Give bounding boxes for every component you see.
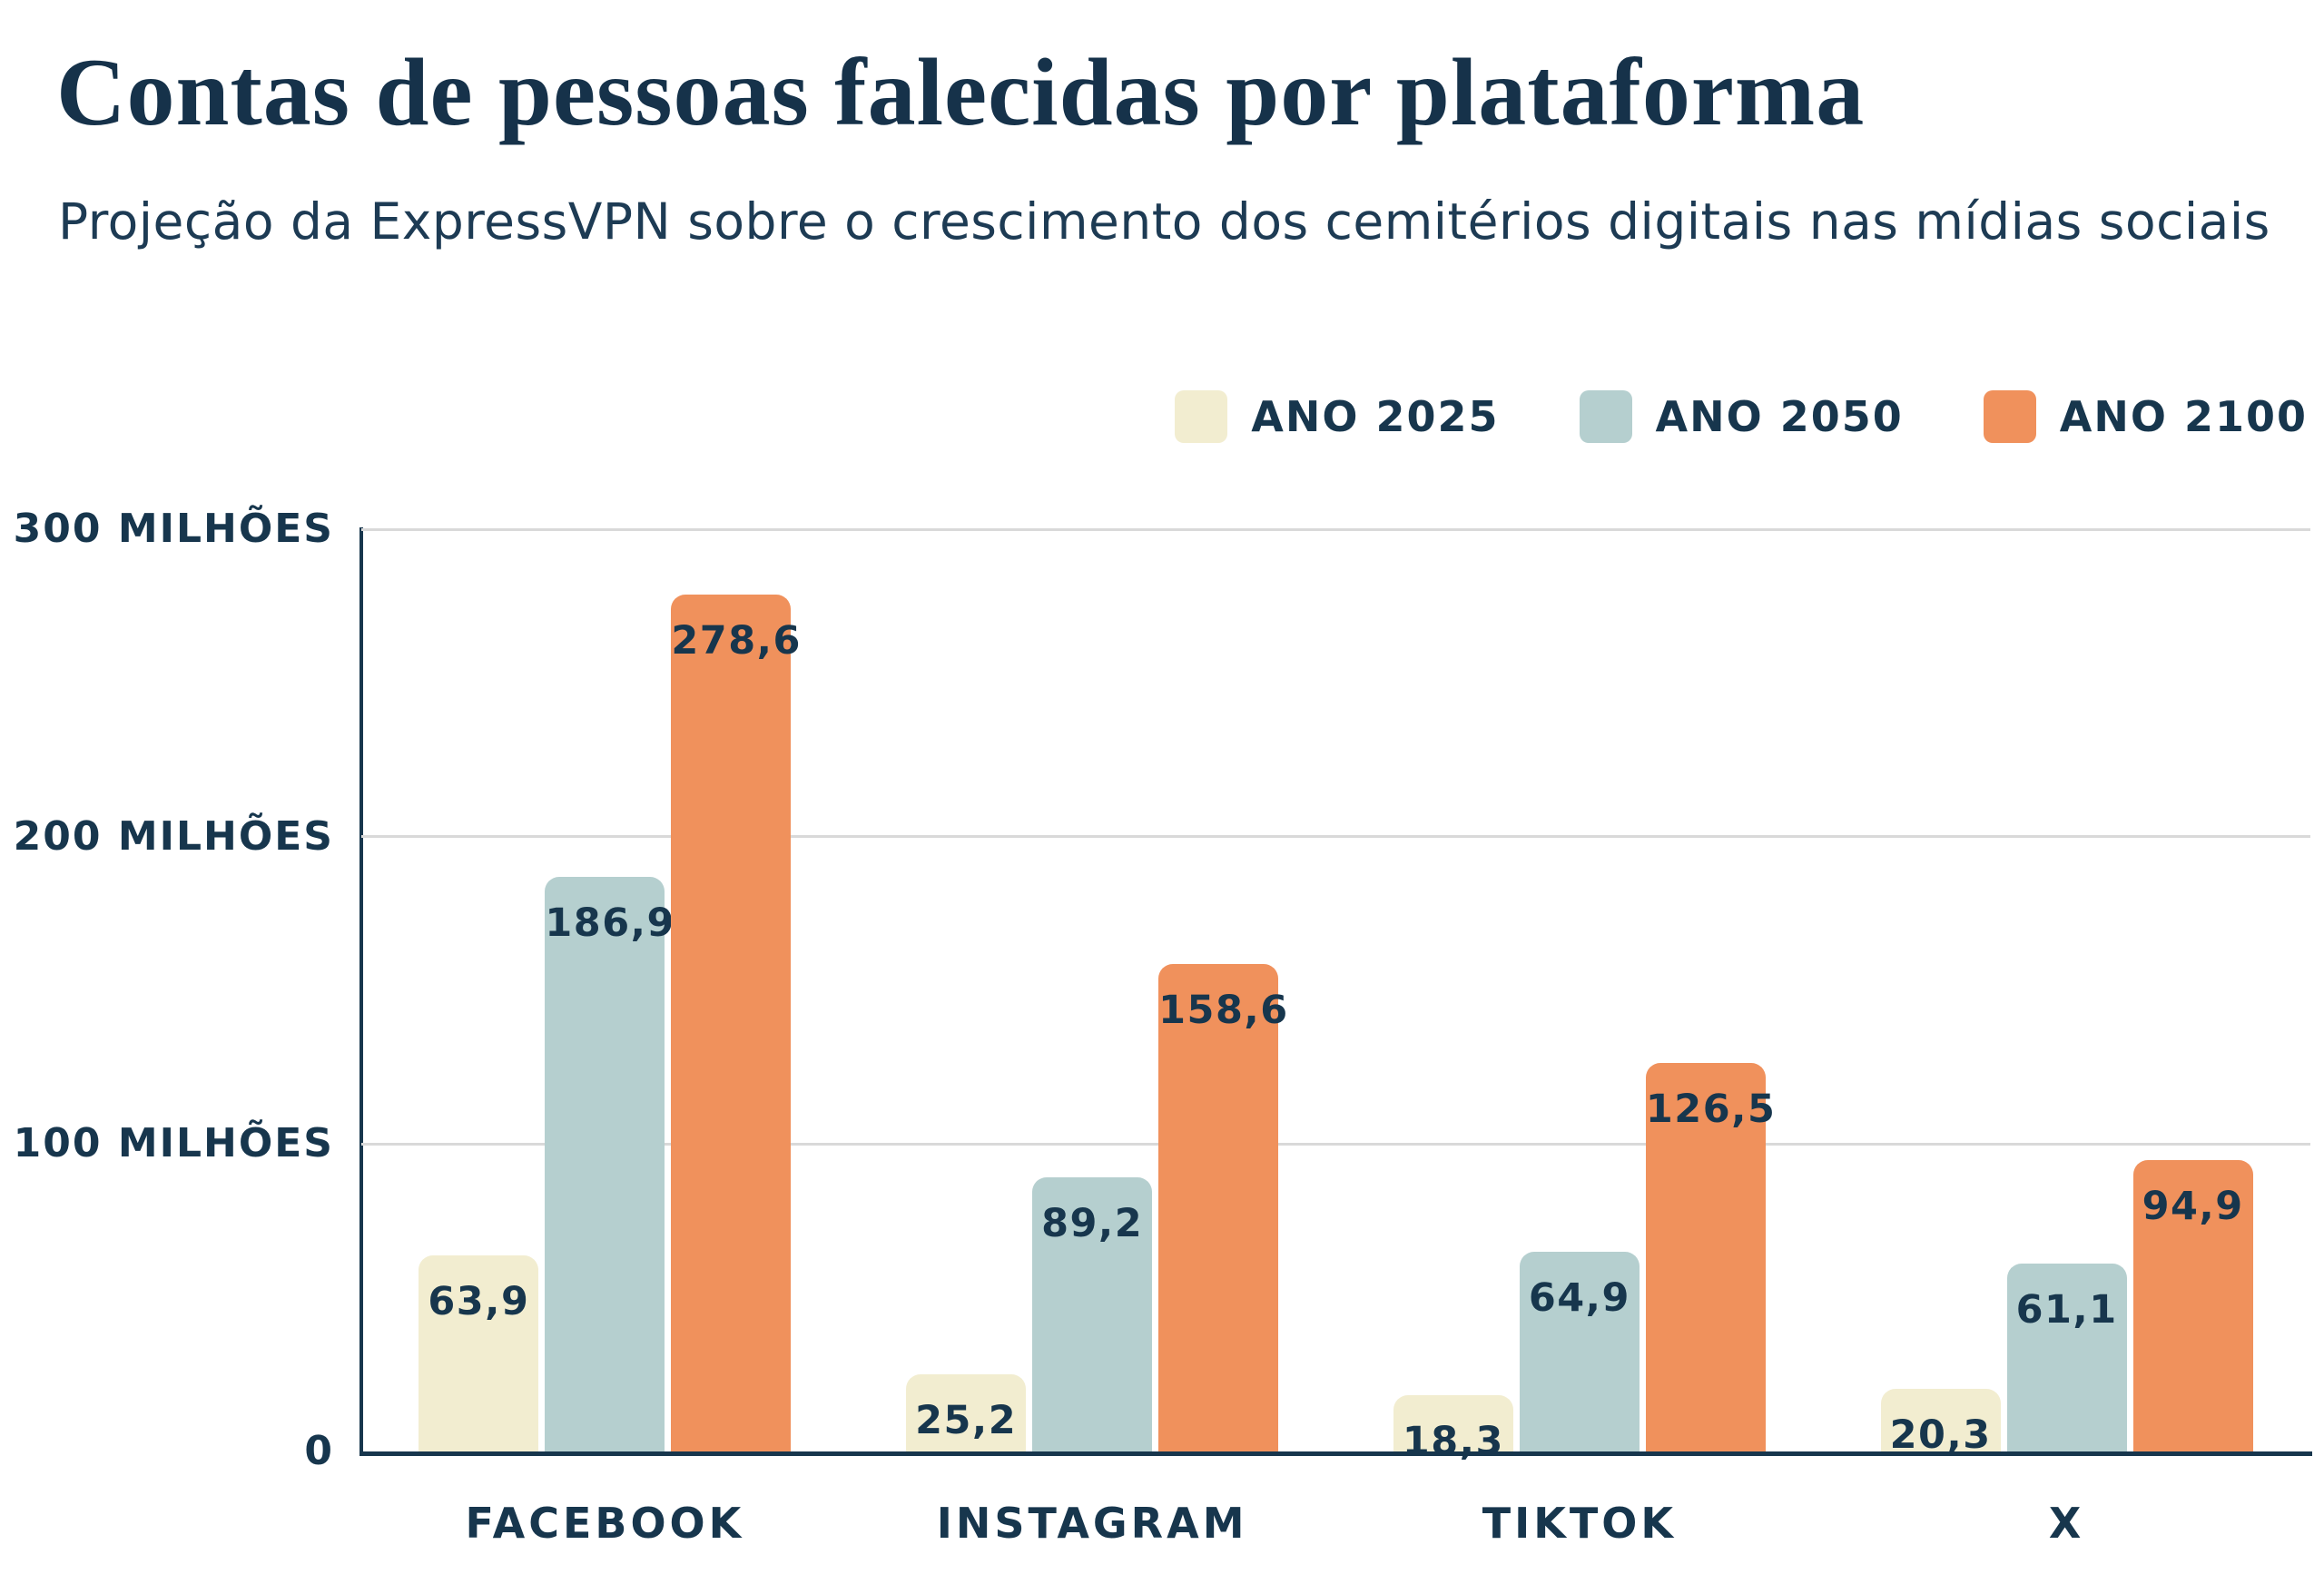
gridline-100 [361, 1142, 2310, 1146]
x-axis-tick-label-x: X [2048, 1499, 2085, 1548]
legend-label: ANO 2025 [1251, 392, 1500, 441]
legend-swatch-icon [1175, 390, 1228, 443]
x-axis-tick-label-tiktok: TIKTOK [1482, 1499, 1678, 1548]
bar-x-ano-2025: 20,3 [1880, 1389, 2001, 1458]
bar-instagram-ano-2025: 25,2 [906, 1374, 1027, 1451]
x-axis-line [359, 1451, 2312, 1456]
y-axis-tick-label: 100 MILHÕES [13, 1120, 334, 1167]
bar-value-label: 63,9 [428, 1279, 530, 1324]
bar-value-label: 18,3 [1402, 1419, 1504, 1464]
bar-value-label: 20,3 [1889, 1412, 1992, 1458]
chart-legend: ANO 2025 ANO 2050 ANO 2100 [1175, 390, 2308, 443]
bar-group-x: 20,3 61,1 94,9 [1823, 529, 2310, 1458]
legend-item-ano-2050: ANO 2050 [1579, 390, 1904, 443]
bar-value-label: 61,1 [2015, 1287, 2118, 1333]
bar-instagram-ano-2050: 89,2 [1032, 1177, 1153, 1451]
legend-label: ANO 2100 [2059, 392, 2308, 441]
bar-group-facebook: 63,9 186,9 278,6 [361, 529, 849, 1451]
bar-facebook-ano-2050: 186,9 [545, 877, 675, 1451]
bar-x-ano-2100: 94,9 [2132, 1160, 2253, 1451]
bar-value-label: 25,2 [915, 1398, 1018, 1443]
bar-value-label: 126,5 [1645, 1087, 1777, 1132]
bar-facebook-ano-2025: 63,9 [419, 1255, 539, 1451]
legend-label: ANO 2050 [1655, 392, 1904, 441]
bar-tiktok-ano-2025: 18,3 [1393, 1395, 1513, 1464]
bar-value-label: 158,6 [1158, 988, 1289, 1033]
y-axis-tick-label: 300 MILHÕES [13, 506, 334, 552]
legend-item-ano-2100: ANO 2100 [1983, 390, 2308, 443]
bar-x-ano-2050: 61,1 [2006, 1264, 2127, 1451]
chart-title: Contas de pessoas falecidas por platafor… [56, 39, 1866, 145]
bar-facebook-ano-2100: 278,6 [671, 595, 802, 1451]
legend-swatch-icon [1579, 390, 1632, 443]
y-axis-line [359, 527, 363, 1455]
gridline-200 [361, 835, 2310, 839]
bar-value-label: 186,9 [545, 900, 675, 946]
bar-value-label: 278,6 [671, 618, 802, 664]
bar-group-tiktok: 18,3 64,9 126,5 [1336, 529, 1824, 1464]
bar-instagram-ano-2100: 158,6 [1158, 964, 1289, 1451]
y-axis-tick-label: 200 MILHÕES [13, 812, 334, 860]
bar-value-label: 64,9 [1528, 1275, 1630, 1321]
y-axis-tick-label: 0 [304, 1428, 334, 1474]
gridline-300 [361, 527, 2310, 531]
chart-subtitle: Projeção da ExpressVPN sobre o crescimen… [58, 192, 2270, 251]
legend-item-ano-2025: ANO 2025 [1175, 390, 1499, 443]
bar-tiktok-ano-2100: 126,5 [1645, 1063, 1777, 1451]
bar-group-instagram: 25,2 89,2 158,6 [849, 529, 1336, 1451]
bar-value-label: 89,2 [1041, 1201, 1144, 1246]
legend-swatch-icon [1983, 390, 2036, 443]
bar-value-label: 94,9 [2142, 1184, 2244, 1229]
bar-tiktok-ano-2050: 64,9 [1519, 1252, 1640, 1451]
x-axis-tick-label-instagram: INSTAGRAM [936, 1499, 1248, 1548]
x-axis-tick-label-facebook: FACEBOOK [465, 1499, 745, 1548]
